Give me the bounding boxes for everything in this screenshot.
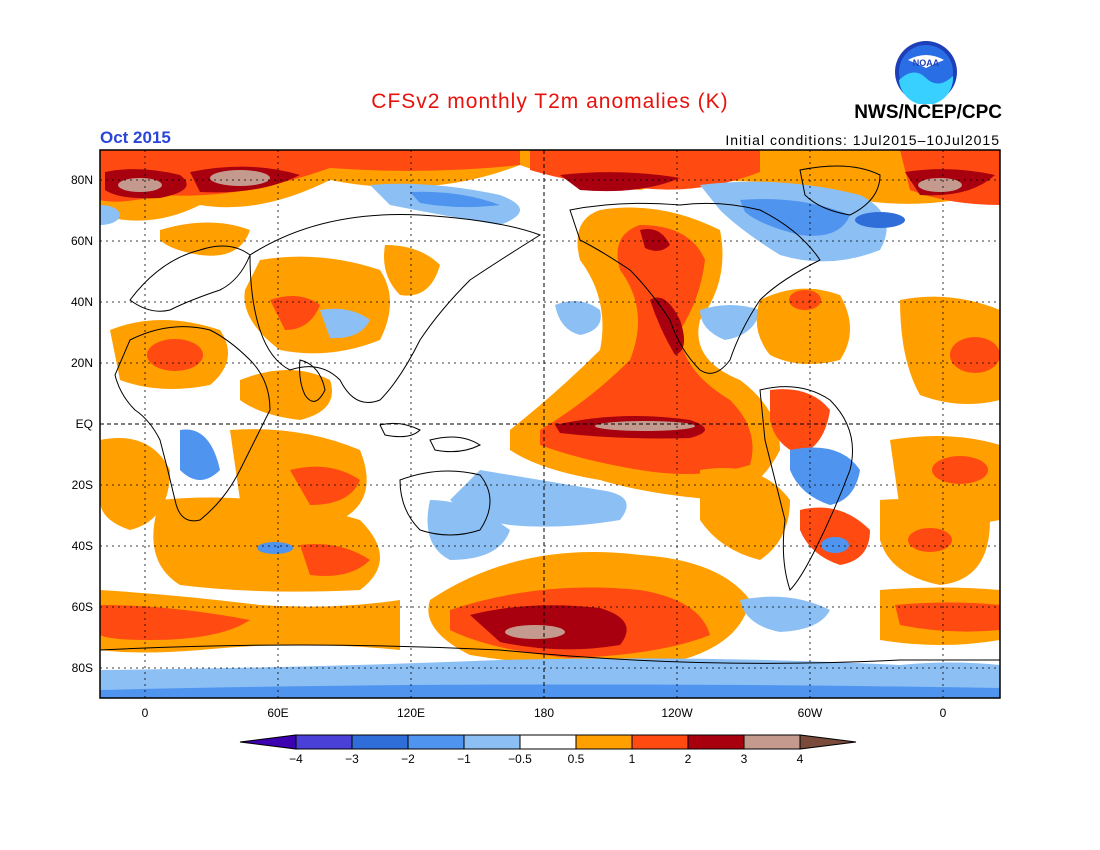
svg-text:NOAA: NOAA [913, 58, 940, 68]
colorbar-label: 1 [629, 752, 636, 766]
lat-label: 80N [71, 173, 93, 187]
lat-label: 80S [72, 661, 93, 675]
north-pacific-cool [555, 301, 601, 335]
lon-label: 60E [267, 706, 288, 720]
agency-label: NWS/NCEP/CPC [854, 102, 1002, 123]
colorbar-segment [463, 734, 521, 750]
colorbar-segment [351, 734, 409, 750]
south-pacific-cool [450, 470, 627, 527]
map-title: CFSv2 monthly T2m anomalies (K) [371, 90, 729, 113]
colorbar-segment [631, 734, 689, 750]
longitude-labels: 0 60E 120E 180 120W 60W 0 [142, 706, 947, 720]
forecast-month: Oct 2015 [100, 128, 171, 147]
lat-label: 40S [72, 539, 93, 553]
equator-dateline [100, 150, 1000, 698]
lon-label: 120W [661, 706, 693, 720]
colorbar-segment [407, 734, 465, 750]
colorbar-segment [743, 734, 801, 750]
colorbar-label: −2 [401, 752, 415, 766]
lon-label: 0 [142, 706, 149, 720]
colorbar-min-arrow [239, 734, 297, 750]
colorbar-label: 4 [797, 752, 804, 766]
eurasia-warm-region [160, 222, 250, 256]
lat-label: 60S [72, 600, 93, 614]
colorbar-segment [575, 734, 633, 750]
coastlines [100, 165, 1000, 664]
colorbar-label: 0.5 [568, 752, 585, 766]
lat-label: 60N [71, 234, 93, 248]
lat-label: 20N [71, 356, 93, 370]
lon-label: 0 [940, 706, 947, 720]
lat-label: 40N [71, 295, 93, 309]
lon-label: 180 [534, 706, 554, 720]
lon-label: 120E [397, 706, 425, 720]
colorbar-segment [519, 734, 577, 750]
colorbar-segment [295, 734, 353, 750]
lon-label: 60W [798, 706, 823, 720]
colorbar-label: 3 [741, 752, 748, 766]
colorbar-label: −3 [345, 752, 359, 766]
north-atlantic-warm [756, 288, 850, 364]
colorbar-label: −4 [289, 752, 303, 766]
south-pacific-warm [700, 468, 790, 560]
colorbar-label: −0.5 [508, 752, 532, 766]
colorbar-label: −1 [457, 752, 471, 766]
grid-lines [100, 150, 1000, 698]
map-frame [99, 149, 1001, 699]
noaa-logo: NOAA [895, 41, 957, 104]
lat-label: EQ [76, 417, 93, 431]
colorbar-segment [687, 734, 745, 750]
south-america-warm [770, 389, 830, 455]
lat-label: 20S [72, 478, 93, 492]
latitude-labels: 80N 60N 40N 20N EQ 20S 40S 60S 80S [71, 173, 93, 675]
initial-conditions: Initial conditions: 1Jul2015–10Jul2015 [725, 132, 1000, 148]
colorbar-legend: −4 −3 −2 −1 −0.5 0.5 1 2 3 4 [239, 734, 857, 766]
colorbar-max-arrow [799, 734, 857, 750]
colorbar-label: 2 [685, 752, 692, 766]
